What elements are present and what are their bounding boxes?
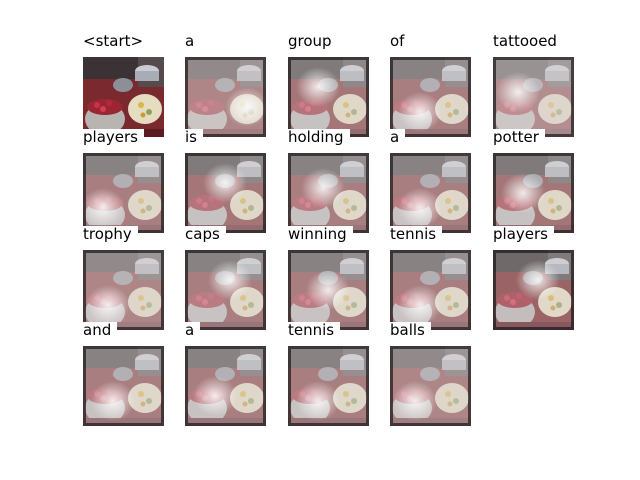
caption-word: caps [185,226,226,243]
attention-map-image [493,153,574,233]
attention-panel [288,250,369,330]
attention-focus [296,381,340,421]
attention-map-image [185,346,266,426]
caption-word: winning [288,226,353,243]
attention-focus [306,270,350,310]
caption-word: players [493,226,554,243]
attention-panel [288,346,369,426]
caption-word: of [390,33,411,50]
attention-focus [301,168,345,208]
caption-word: holding [288,129,350,146]
attention-focus [225,87,266,127]
attention-panel [83,57,164,137]
attention-focus [398,92,442,132]
attention-focus [203,163,247,203]
caption-word: players [83,129,144,146]
attention-focus [393,381,437,421]
caption-word: group [288,33,338,50]
attention-panel [493,153,574,233]
attention-focus [516,260,560,300]
caption-word: a [185,33,201,50]
attention-panel [185,250,266,330]
attention-map-image [288,250,369,330]
attention-focus [398,188,442,228]
attention-map-image [493,250,574,330]
attention-map-image [288,57,369,137]
attention-focus [83,188,125,228]
attention-focus [86,285,130,325]
attention-panel [83,153,164,233]
attention-map-image [83,346,164,426]
attention-map-image [83,57,164,137]
caption-word: <start> [83,33,150,50]
attention-map-image [83,250,164,330]
attention-panel [390,346,471,426]
caption-word: is [185,129,203,146]
attention-map-image [493,57,574,137]
caption-word: potter [493,129,545,146]
attention-map-image [390,57,471,137]
attention-panel [288,57,369,137]
attention-map-image [185,153,266,233]
caption-word: balls [390,322,431,339]
caption-word: a [390,129,406,146]
attention-map-image [390,346,471,426]
attention-map-image [83,153,164,233]
caption-word: and [83,322,118,339]
attention-map-image [390,153,471,233]
attention-map-image [185,250,266,330]
attention-focus [208,260,252,300]
attention-panel [83,346,164,426]
caption-word: tattooed [493,33,563,50]
caption-word: tennis [390,226,443,243]
caption-word: tennis [288,322,341,339]
attention-focus [501,173,545,213]
attention-panel [185,346,266,426]
attention-panel [288,153,369,233]
attention-panel [185,57,266,137]
attention-focus [91,381,135,421]
attention-panel [493,57,574,137]
attention-focus [193,376,237,416]
attention-focus [496,72,540,112]
attention-panel [83,250,164,330]
attention-panel [185,153,266,233]
attention-map-image [288,153,369,233]
attention-focus [296,67,340,107]
attention-focus [398,285,442,325]
attention-panel [390,250,471,330]
attention-panel [390,153,471,233]
caption-word: trophy [83,226,138,243]
caption-word: a [185,322,201,339]
attention-panel [493,250,574,330]
attention-map-image [390,250,471,330]
attention-map-image [288,346,369,426]
attention-panel [390,57,471,137]
attention-map-image [185,57,266,137]
